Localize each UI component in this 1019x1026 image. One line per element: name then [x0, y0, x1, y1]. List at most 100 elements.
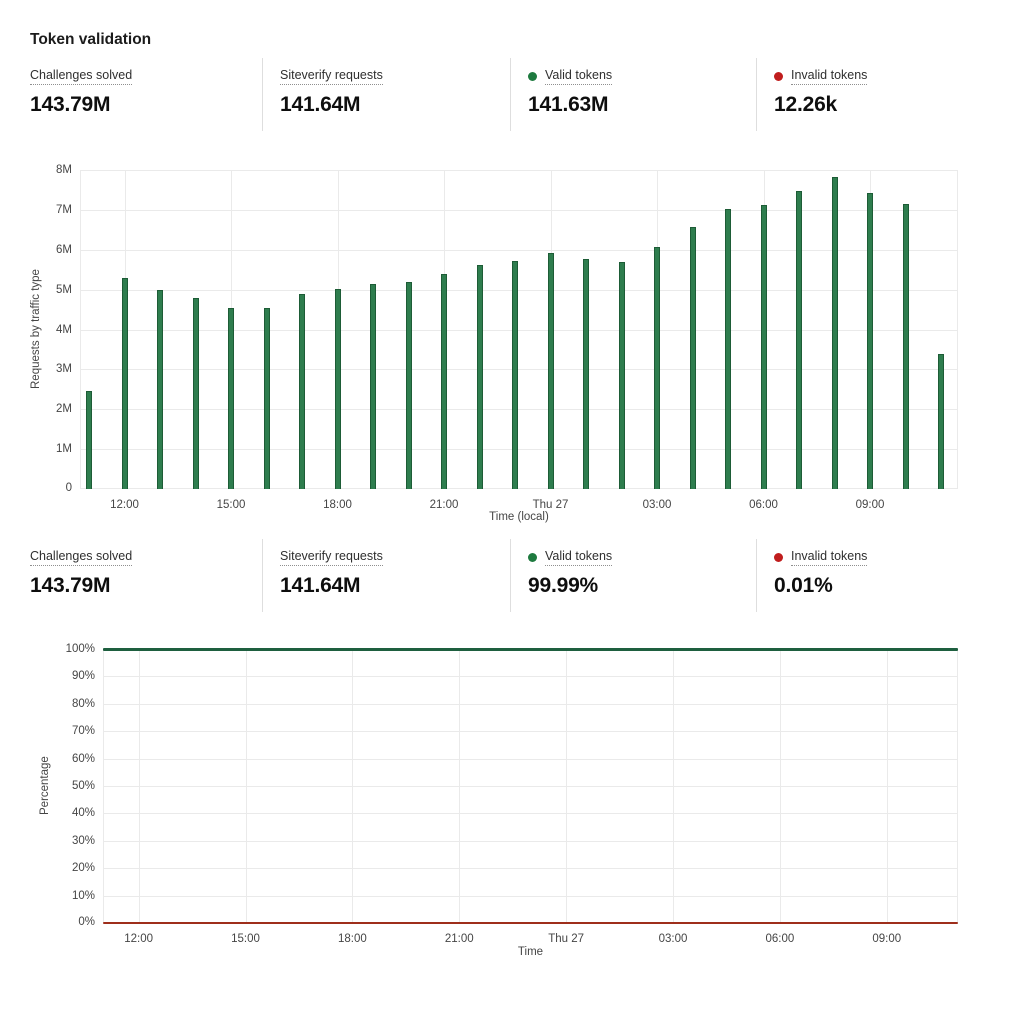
stat-invalid-tokens: Invalid tokens 12.26k — [756, 58, 989, 131]
bar — [122, 278, 128, 489]
gridline-h — [80, 369, 958, 370]
stat-label[interactable]: Valid tokens — [545, 68, 613, 85]
x-tick-label: 18:00 — [323, 499, 352, 511]
y-tick-label: 20% — [71, 862, 95, 874]
x-tick-label: 09:00 — [872, 933, 902, 945]
gridline-v — [246, 649, 247, 923]
bar — [512, 261, 518, 489]
x-tick-label: 15:00 — [231, 933, 260, 945]
y-axis-title: Percentage — [39, 756, 51, 816]
stat-label[interactable]: Challenges solved — [30, 549, 133, 566]
bar — [86, 391, 92, 489]
stat-valid-tokens: Valid tokens 99.99% — [510, 539, 756, 612]
gridline-h — [103, 676, 958, 677]
gridline-h — [80, 330, 958, 331]
y-tick-label: 50% — [71, 780, 95, 792]
bar — [406, 282, 412, 489]
x-tick-label: 09:00 — [855, 499, 885, 511]
x-axis-title: Time — [517, 946, 544, 958]
stat-head: Invalid tokens — [774, 549, 989, 566]
bar — [548, 253, 554, 489]
stat-label[interactable]: Challenges solved — [30, 68, 133, 85]
bar — [796, 191, 802, 489]
gridline-v — [673, 649, 674, 923]
stat-label[interactable]: Valid tokens — [545, 549, 613, 566]
bar — [690, 227, 696, 489]
invalid-tokens-dot-icon — [774, 72, 783, 81]
y-tick-label: 3M — [56, 363, 72, 375]
stat-label[interactable]: Siteverify requests — [280, 549, 383, 566]
stat-label[interactable]: Siteverify requests — [280, 68, 383, 85]
x-tick-label: 12:00 — [110, 499, 139, 511]
bar — [725, 209, 731, 489]
stat-value: 143.79M — [30, 574, 111, 597]
bar — [761, 205, 767, 489]
valid-tokens-dot-icon — [528, 72, 537, 81]
gridline-v — [459, 649, 460, 923]
bar — [299, 294, 305, 489]
bar — [619, 262, 625, 489]
y-tick-label: 70% — [71, 725, 95, 737]
x-tick-label: 03:00 — [658, 933, 688, 945]
stat-siteverify-requests: Siteverify requests 141.64M — [262, 539, 510, 612]
gridline-v — [957, 649, 958, 923]
x-tick-label: 21:00 — [429, 499, 459, 511]
series-line-invalid — [103, 921, 958, 924]
y-tick-label: 30% — [71, 835, 95, 847]
bar — [157, 290, 163, 489]
stat-siteverify-requests: Siteverify requests 141.64M — [262, 58, 510, 131]
bar — [441, 274, 447, 489]
y-tick-label: 100% — [65, 643, 95, 655]
y-tick-label: 90% — [71, 670, 95, 682]
page-title: Token validation — [30, 31, 152, 48]
invalid-tokens-dot-icon — [774, 553, 783, 562]
x-tick-label: 15:00 — [216, 499, 246, 511]
bar — [228, 308, 234, 489]
gridline-h — [103, 813, 958, 814]
stat-invalid-tokens: Invalid tokens 0.01% — [756, 539, 989, 612]
y-axis-title: Requests by traffic type — [30, 269, 42, 390]
gridline-h — [80, 409, 958, 410]
x-tick-label: Thu 27 — [548, 933, 585, 945]
stat-label[interactable]: Invalid tokens — [791, 68, 868, 85]
gridline-h — [103, 704, 958, 705]
gridline-h — [103, 896, 958, 897]
y-tick-label: 4M — [56, 324, 72, 336]
stat-value: 143.79M — [30, 93, 111, 116]
gridline-h — [80, 170, 958, 171]
gridline-h — [80, 210, 958, 211]
bar — [264, 308, 270, 489]
y-tick-label: 8M — [56, 164, 72, 176]
stat-label[interactable]: Invalid tokens — [791, 549, 868, 566]
stat-head: Challenges solved — [30, 68, 262, 85]
x-tick-label: 06:00 — [749, 499, 778, 511]
y-tick-label: 80% — [71, 698, 95, 710]
stat-head: Invalid tokens — [774, 68, 989, 85]
x-axis-title: Time (local) — [489, 511, 549, 523]
gridline-h — [103, 841, 958, 842]
y-tick-label: 7M — [56, 204, 72, 216]
y-tick-label: 10% — [71, 890, 95, 902]
y-tick-label: 2M — [56, 403, 72, 415]
y-tick-label: 1M — [56, 443, 72, 455]
gridline-v — [103, 649, 104, 923]
percentage-chart-plot: 0% 10% 20% 30% 40% 50% 60% 70% 80% 90% 100% 12:00 15… — [66, 643, 958, 945]
stat-value: 12.26k — [774, 93, 838, 116]
x-tick-label: 18:00 — [337, 933, 367, 945]
stat-value: 141.64M — [280, 93, 361, 116]
gridline-v — [957, 170, 958, 489]
bar — [938, 354, 944, 489]
gridline-h — [103, 786, 958, 787]
series-line-valid — [103, 648, 958, 651]
x-tick-label: 21:00 — [444, 933, 474, 945]
stat-challenges-solved: Challenges solved 143.79M — [30, 539, 262, 612]
bar — [370, 284, 376, 489]
stat-value: 99.99% — [528, 574, 599, 597]
stat-challenges-solved: Challenges solved 143.79M — [30, 58, 262, 131]
x-tick-label: Thu 27 — [532, 499, 569, 511]
gridline-h — [103, 731, 958, 732]
requests-chart-plot: 0 1M 2M 3M 4M 5M 6M 7M 8M 12:00 15:00 18:00 21:00 Thu… — [56, 164, 958, 511]
gridline-v — [139, 649, 140, 923]
y-tick-label: 0% — [78, 916, 95, 928]
stats-row-bottom: Challenges solved 143.79M Siteverify req… — [30, 539, 989, 612]
